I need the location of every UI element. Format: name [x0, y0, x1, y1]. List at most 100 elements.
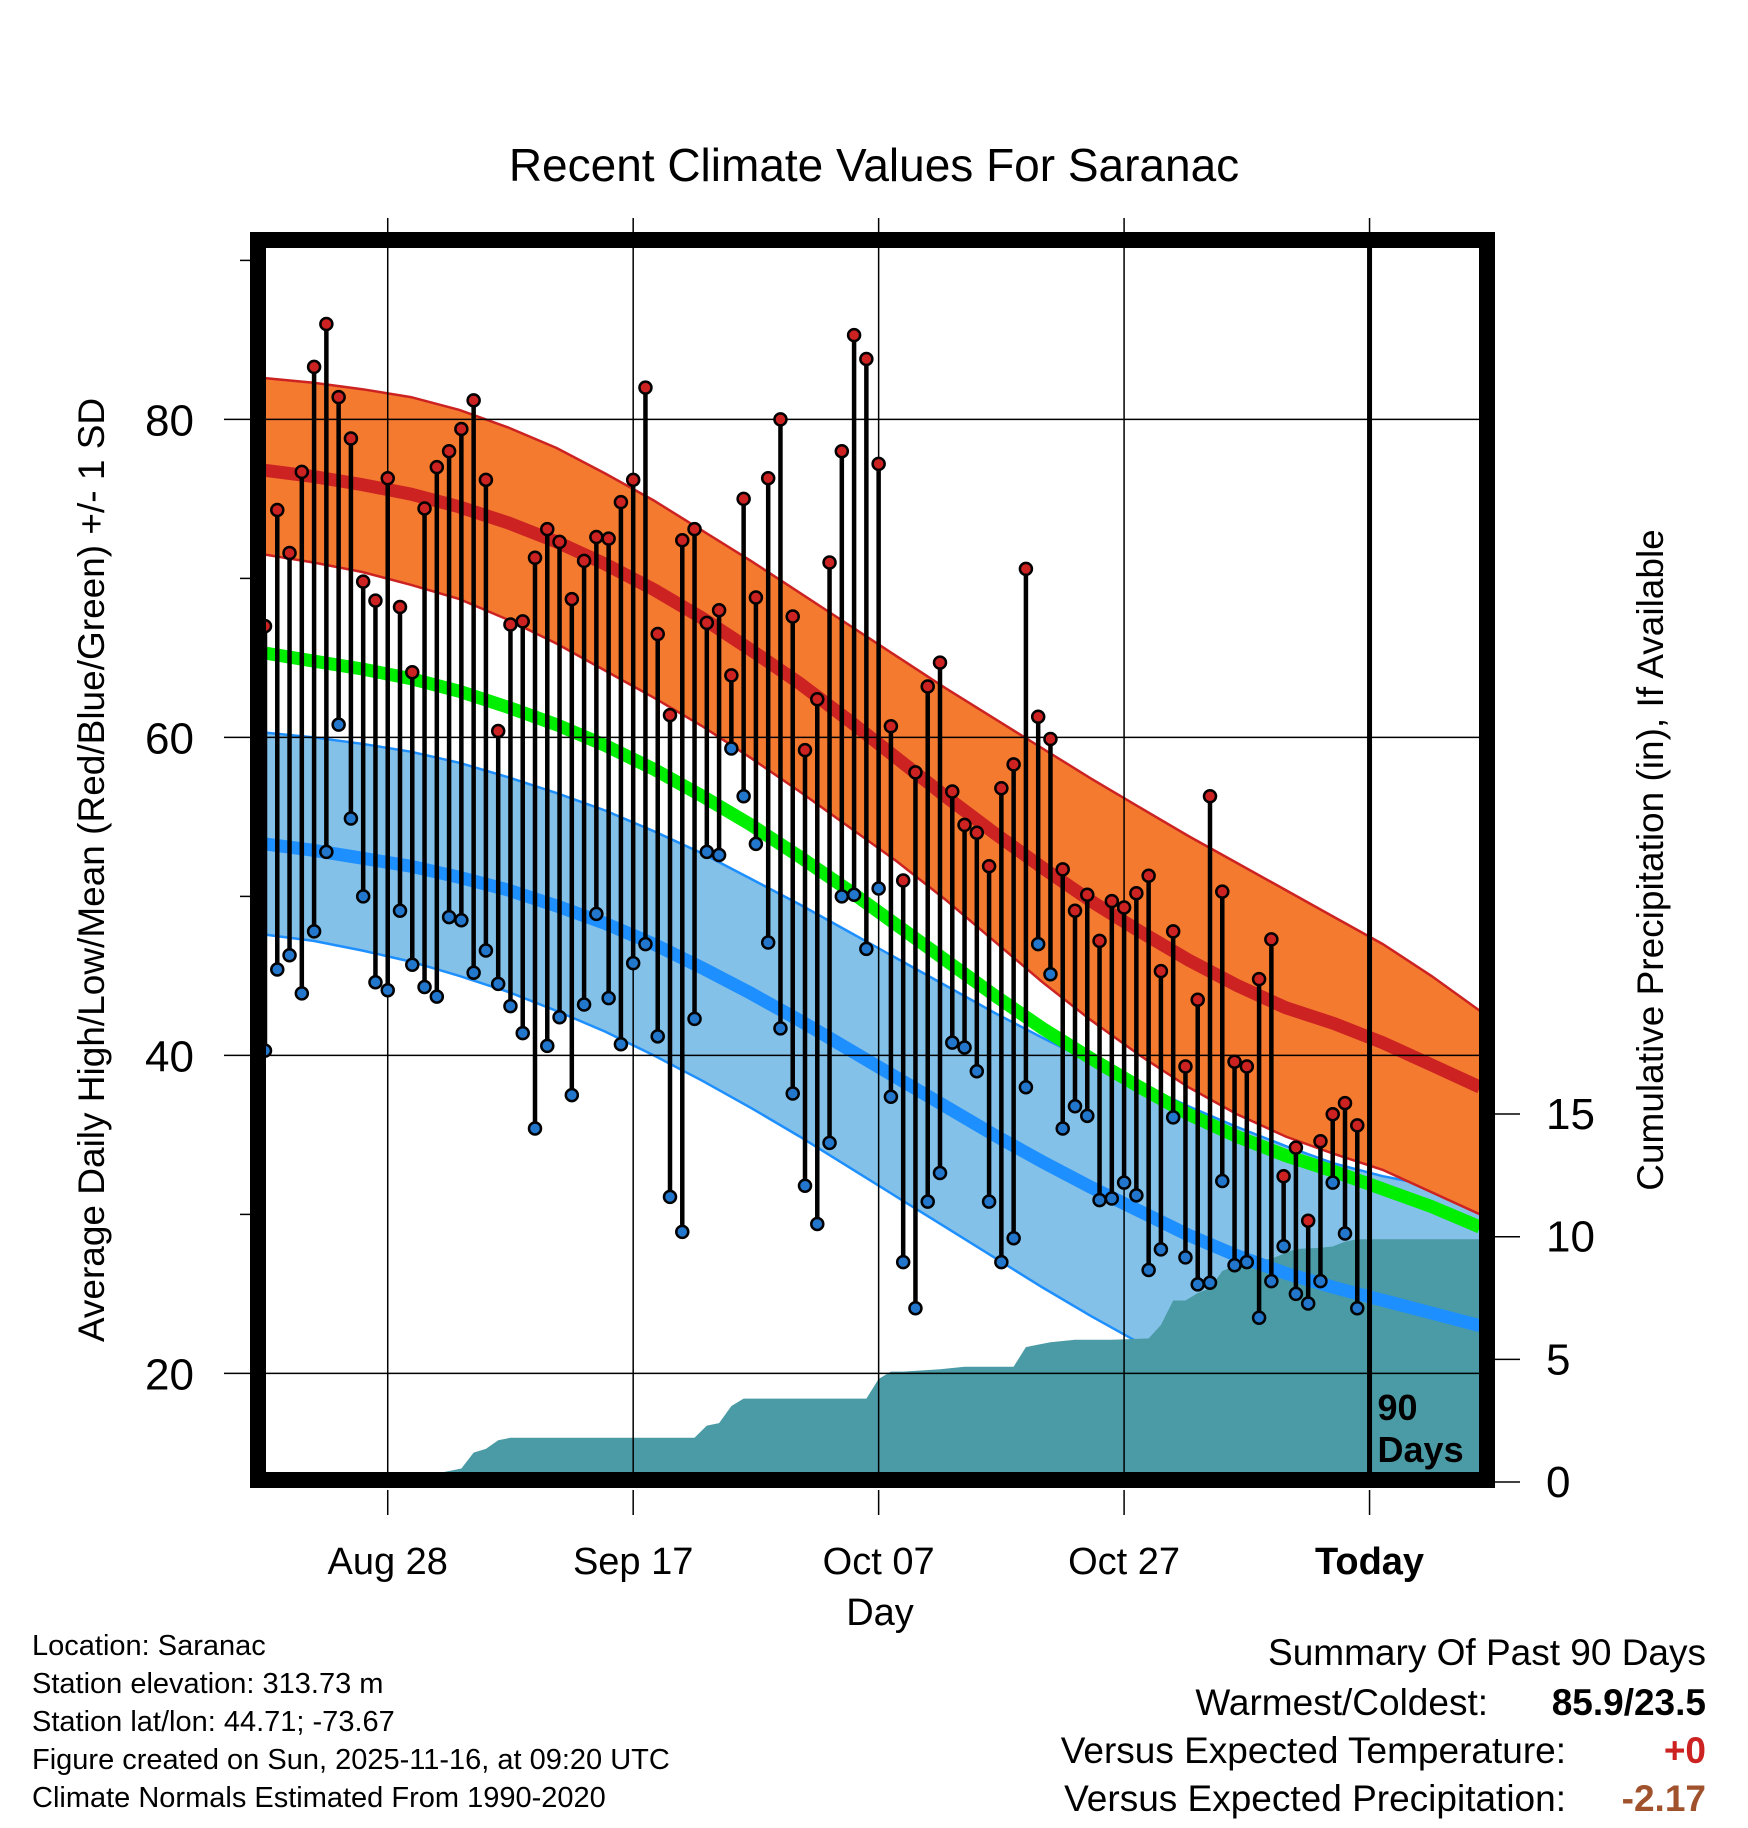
- today-annotation: 90 Days: [1378, 1387, 1464, 1470]
- daily-low-point: [981, 1194, 997, 1209]
- daily-high-point: [834, 443, 850, 459]
- daily-low-point: [1153, 1242, 1169, 1257]
- daily-low-point: [834, 889, 850, 904]
- daily-low-point: [932, 1165, 948, 1181]
- daily-high-point: [1080, 887, 1095, 903]
- info-latlon: Station lat/lon: 44.71; -73.67: [32, 1706, 395, 1738]
- daily-high-point: [454, 421, 469, 437]
- daily-low-point: [687, 1011, 702, 1027]
- daily-low-point: [1190, 1277, 1205, 1292]
- daily-high-point: [1313, 1134, 1328, 1149]
- daily-high-point: [760, 470, 776, 486]
- daily-high-point: [540, 521, 555, 537]
- daily-low-point: [1227, 1258, 1242, 1273]
- daily-high-point: [265, 618, 273, 634]
- daily-high-point: [1288, 1140, 1304, 1155]
- summary-temp-label: Versus Expected Temperature:: [1060, 1730, 1566, 1771]
- left-tick-label: 80: [145, 396, 194, 445]
- daily-low-point: [331, 717, 346, 732]
- x-tick-label: Oct 07: [823, 1541, 935, 1583]
- daily-high-point: [699, 615, 715, 631]
- daily-high-point: [527, 550, 543, 565]
- daily-low-point: [1018, 1079, 1034, 1095]
- high-minus-sd-line: [265, 553, 1480, 1216]
- daily-low-point: [908, 1300, 923, 1316]
- daily-high-point: [1251, 971, 1267, 987]
- high-plus-sd-line: [265, 376, 1480, 1012]
- daily-high-point: [589, 529, 604, 545]
- daily-low-point: [945, 1035, 960, 1050]
- daily-low-point: [601, 990, 616, 1006]
- daily-high-point: [736, 491, 751, 507]
- daily-low-point: [994, 1254, 1009, 1270]
- daily-low-point: [797, 1178, 813, 1194]
- daily-low-point: [503, 998, 518, 1014]
- daily-high-point: [429, 459, 445, 475]
- daily-high-point: [368, 593, 383, 608]
- daily-high-point: [417, 501, 432, 516]
- daily-high-point: [1264, 932, 1279, 947]
- daily-high-point: [355, 574, 371, 589]
- daily-high-point: [945, 784, 960, 799]
- daily-low-point: [613, 1037, 629, 1052]
- x-tick-label: Aug 28: [328, 1541, 448, 1583]
- daily-high-point: [1067, 903, 1083, 918]
- right-tick-label: 5: [1546, 1335, 1570, 1384]
- summary-temp-value: +0: [1663, 1730, 1706, 1771]
- daily-high-point: [932, 655, 948, 670]
- daily-low-point: [1202, 1275, 1218, 1291]
- daily-low-point: [1141, 1262, 1156, 1278]
- daily-high-point: [957, 817, 972, 833]
- daily-low-point: [699, 844, 715, 860]
- daily-low-point: [441, 909, 457, 925]
- daily-low-point: [650, 1029, 665, 1044]
- daily-low-point: [883, 1089, 899, 1104]
- daily-high-point: [1030, 709, 1046, 724]
- daily-high-point: [1300, 1213, 1316, 1229]
- daily-high-point: [380, 470, 395, 486]
- daily-low-point: [294, 986, 310, 1001]
- x-tick-label: Sep 17: [573, 1541, 693, 1583]
- daily-low-point: [1288, 1286, 1304, 1302]
- daily-high-point: [466, 393, 481, 408]
- daily-low-point: [527, 1121, 543, 1136]
- daily-high-point: [282, 545, 297, 561]
- low-plus-sd-line: [265, 731, 1480, 1197]
- right-tick-label: 15: [1546, 1090, 1595, 1139]
- daily-high-point: [1129, 885, 1144, 901]
- daily-high-point: [797, 742, 813, 758]
- daily-high-point: [1325, 1106, 1340, 1122]
- daily-low-point: [306, 924, 322, 939]
- daily-low-point: [871, 881, 886, 896]
- daily-low-point: [490, 976, 506, 992]
- daily-low-point: [319, 844, 334, 860]
- daily-low-point: [1276, 1238, 1291, 1254]
- daily-low-point: [1006, 1231, 1021, 1246]
- daily-low-point: [1325, 1175, 1340, 1190]
- daily-low-point: [265, 1043, 273, 1058]
- plot-frame: [250, 232, 1495, 1488]
- daily-low-point: [552, 1009, 567, 1025]
- daily-low-point: [748, 836, 764, 852]
- daily-low-point: [1300, 1296, 1316, 1311]
- summary-precip-label: Versus Expected Precipitation:: [1064, 1778, 1566, 1819]
- plot-area: [265, 247, 1480, 1473]
- info-elevation: Station elevation: 313.73 m: [32, 1668, 384, 1700]
- daily-high-point: [810, 691, 825, 707]
- daily-high-point: [1006, 757, 1021, 772]
- daily-low-point: [368, 975, 383, 990]
- daily-high-point: [711, 602, 727, 618]
- summary-title: Summary Of Past 90 Days: [1268, 1632, 1706, 1673]
- daily-high-point: [969, 825, 985, 841]
- daily-high-point: [1202, 788, 1218, 804]
- daily-high-point: [1165, 924, 1181, 939]
- daily-high-point: [613, 494, 629, 510]
- daily-high-point: [576, 553, 592, 569]
- daily-high-point: [883, 719, 899, 734]
- normal-high-line: [265, 463, 1480, 1094]
- precipitation-area: [438, 1239, 1480, 1473]
- daily-high-point: [1178, 1059, 1193, 1074]
- low-sd-band: [265, 732, 1480, 1473]
- daily-high-point: [1018, 561, 1034, 577]
